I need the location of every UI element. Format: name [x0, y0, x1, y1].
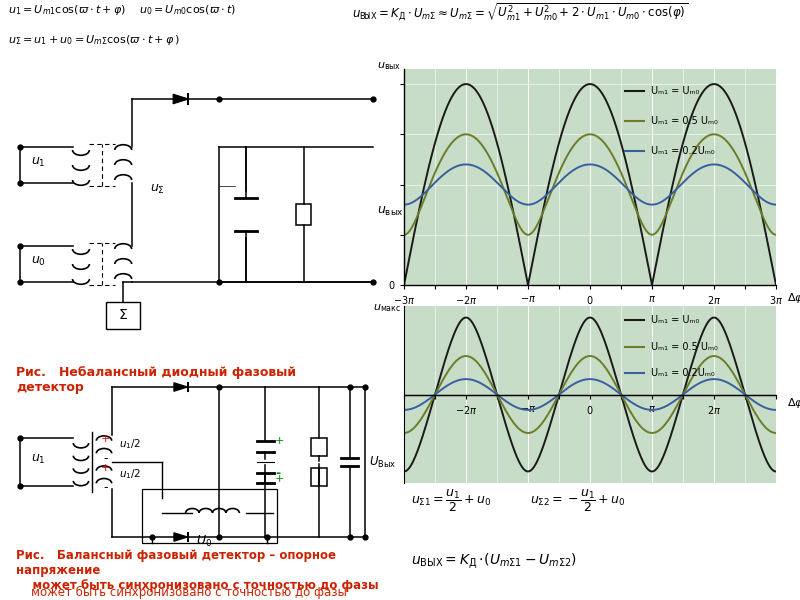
Text: -: -	[275, 467, 280, 480]
Text: $u_1/2$: $u_1/2$	[119, 467, 142, 481]
Bar	[311, 468, 326, 486]
Text: -: -	[104, 452, 108, 466]
Text: $u_{\Sigma 1} = \dfrac{u_1}{2} + u_0$          $u_{\Sigma 2} = -\dfrac{u_1}{2} +: $u_{\Sigma 1} = \dfrac{u_1}{2} + u_0$ $u…	[411, 488, 626, 514]
Text: Uₘ₁ = 0.5 Uₘ₀: Uₘ₁ = 0.5 Uₘ₀	[651, 342, 718, 352]
Polygon shape	[174, 383, 188, 391]
Text: Рис.   Небалансный диодный фазовый
детектор: Рис. Небалансный диодный фазовый детекто…	[16, 366, 296, 394]
Text: +: +	[102, 463, 110, 473]
Text: $u_{\rm макс}$: $u_{\rm макс}$	[373, 302, 401, 314]
Text: $u_{\rm B\!b\!IX} = K_{\rm Д}\cdot U_{m\Sigma}\approx U_{m\Sigma} = \sqrt{U_{m1}: $u_{\rm B\!b\!IX} = K_{\rm Д}\cdot U_{m\…	[352, 1, 688, 22]
Text: может быть синхронизовано с точностью до фазы: может быть синхронизовано с точностью до…	[16, 586, 347, 599]
Text: $U_{\rm Вых}$: $U_{\rm Вых}$	[369, 454, 396, 470]
Text: Uₘ₁ = Uₘ₀: Uₘ₁ = Uₘ₀	[651, 86, 700, 95]
Text: +: +	[275, 473, 284, 484]
Text: $u_1/2$: $u_1/2$	[119, 437, 142, 451]
Text: $u_\Sigma$: $u_\Sigma$	[150, 182, 165, 196]
Text: Uₘ₁ = 0.2Uₘ₀: Uₘ₁ = 0.2Uₘ₀	[651, 146, 715, 156]
Text: Рис.   Балансный фазовый детектор – опорное
напряжение
    может быть синхронизо: Рис. Балансный фазовый детектор – опорно…	[16, 549, 378, 592]
Text: $\Delta\varphi$: $\Delta\varphi$	[787, 291, 800, 305]
Bar	[296, 204, 311, 225]
Text: $\Sigma$: $\Sigma$	[118, 308, 128, 322]
Polygon shape	[174, 533, 188, 541]
Text: +: +	[102, 434, 110, 445]
Text: $\Delta\varphi$: $\Delta\varphi$	[787, 396, 800, 410]
Text: Uₘ₁ = 0.2Uₘ₀: Uₘ₁ = 0.2Uₘ₀	[651, 368, 715, 378]
Text: -: -	[104, 481, 108, 494]
Text: $u_0$: $u_0$	[31, 254, 46, 268]
Text: $u_1 = U_{m1}\cos(\varpi\cdot t+\varphi)$    $u_0 = U_{m0}\cos(\varpi\cdot t)$: $u_1 = U_{m1}\cos(\varpi\cdot t+\varphi)…	[8, 3, 236, 17]
Polygon shape	[173, 94, 189, 104]
Text: $u_{\Sigma} = u_1 + u_0 = U_{m\Sigma}\cos(\varpi\cdot t + \varphi\,)$: $u_{\Sigma} = u_1 + u_0 = U_{m\Sigma}\co…	[8, 33, 180, 47]
Text: $u_{\rm вых}$: $u_{\rm вых}$	[377, 205, 403, 218]
Text: Uₘ₁ = Uₘ₀: Uₘ₁ = Uₘ₀	[651, 315, 700, 325]
Text: +: +	[102, 457, 110, 467]
Text: $u_1$: $u_1$	[31, 155, 46, 169]
Text: $u_{\rm вых}$: $u_{\rm вых}$	[377, 60, 401, 72]
Text: $U_0$: $U_0$	[196, 534, 212, 549]
Bar	[142, 489, 277, 543]
Text: Uₘ₁ = 0.5 Uₘ₀: Uₘ₁ = 0.5 Uₘ₀	[651, 116, 718, 126]
Text: $u_{\rm ВЫХ} = K_{\rm Д}\cdot\!\left(U_{m\Sigma 1} - U_{m\Sigma 2}\right)$: $u_{\rm ВЫХ} = K_{\rm Д}\cdot\!\left(U_{…	[411, 552, 578, 572]
Bar	[311, 438, 326, 456]
Text: +: +	[275, 436, 284, 446]
Text: $u_1$: $u_1$	[31, 452, 46, 466]
Bar	[106, 301, 141, 329]
